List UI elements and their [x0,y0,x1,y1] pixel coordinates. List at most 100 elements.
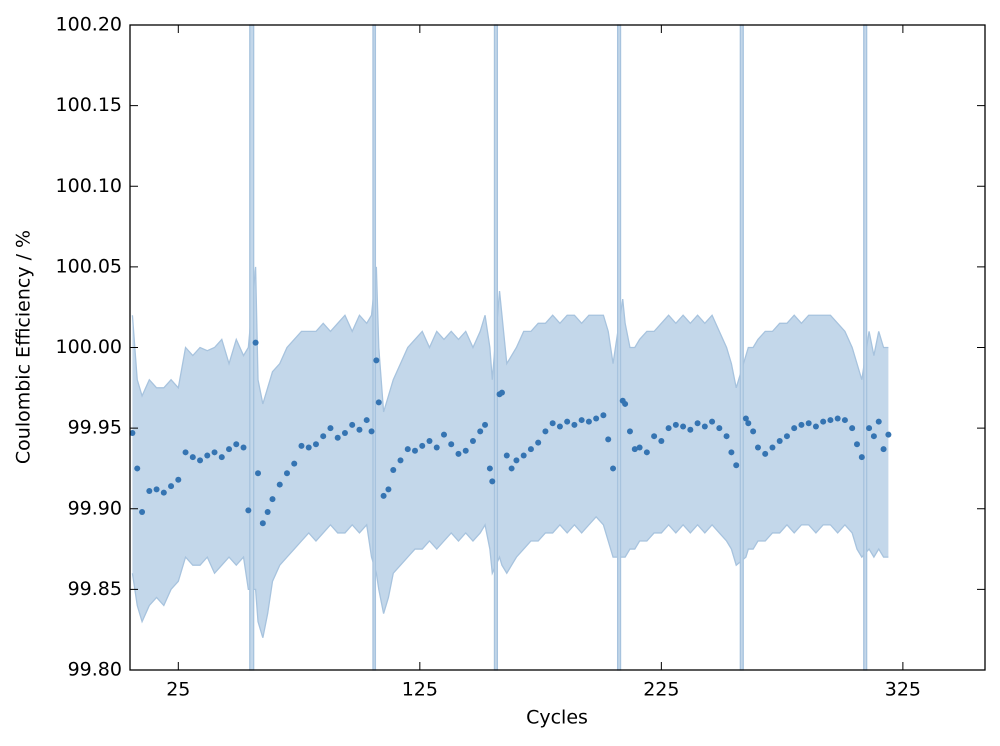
data-point [754,444,761,451]
band-spike [616,24,622,671]
data-point [486,465,493,472]
data-point [812,423,819,430]
data-point [834,415,841,422]
data-point [305,444,312,451]
data-point [885,431,892,438]
data-point [197,457,204,464]
data-point [146,488,153,495]
band-spike [372,24,377,671]
data-point [805,420,812,427]
data-point [283,470,290,477]
data-point [776,438,783,445]
data-point [542,428,549,435]
data-point [291,460,298,467]
data-point [455,450,462,457]
data-point [341,429,348,436]
data-point [252,339,259,346]
data-point [549,420,556,427]
data-point [240,444,247,451]
data-point [211,449,218,456]
data-point [134,465,141,472]
data-point [298,442,305,449]
y-tick-label: 100.15 [56,94,122,116]
data-point [750,428,757,435]
x-tick-label: 225 [643,679,679,701]
data-point [397,457,404,464]
data-point [426,438,433,445]
data-point [622,400,629,407]
data-point [385,486,392,493]
data-point [356,426,363,433]
data-point [375,399,382,406]
y-axis-label: Coulombic Efficiency / % [13,230,35,464]
data-point [404,446,411,453]
data-point [870,433,877,440]
data-point [320,433,327,440]
data-point [866,425,873,432]
band-edge [131,266,889,413]
data-point [233,441,240,448]
data-point [742,415,749,422]
data-point [520,452,527,459]
data-point [412,447,418,454]
data-point [189,454,196,461]
data-point [556,423,563,430]
y-tick-label: 100.20 [56,14,122,36]
error-band [132,266,889,638]
data-point [448,441,455,448]
data-point [783,433,790,440]
data-point [129,429,136,436]
data-point [626,428,633,435]
data-point [527,446,534,453]
data-point [769,444,776,451]
y-tick-label: 99.85 [68,578,122,600]
data-point [477,428,484,435]
data-point [636,444,643,451]
data-point [349,421,356,428]
data-point [255,470,262,477]
data-point [564,418,571,425]
x-tick-label: 325 [885,679,921,701]
data-point [204,452,211,459]
data-point [312,441,319,448]
data-point [762,450,769,457]
data-point [680,423,687,430]
data-point [259,520,266,527]
data-point [245,507,252,514]
data-point [723,433,730,440]
band-spike [249,24,255,671]
data-point [631,446,638,453]
data-point [269,496,276,503]
data-point [880,446,887,453]
data-point [334,434,341,441]
y-tick-label: 99.95 [68,417,122,439]
data-point [482,421,489,428]
data-point [168,483,175,490]
data-point [419,442,426,449]
data-point [716,425,723,432]
data-point [433,444,440,451]
data-point [709,418,716,425]
x-tick-label: 125 [402,679,438,701]
data-point [610,465,617,472]
data-point [535,439,542,446]
x-axis-label: Cycles [526,707,588,729]
data-point [462,447,469,454]
data-point [368,428,375,435]
data-point [276,481,283,488]
data-point [571,421,578,428]
data-point [687,426,694,433]
data-point [728,449,735,456]
data-point [745,420,752,427]
data-point [820,418,827,425]
y-tick-label: 100.10 [56,175,122,197]
data-point [218,454,225,461]
band-spike [863,24,868,671]
data-point [600,412,607,419]
data-point [593,415,600,422]
data-point [380,492,387,499]
data-point [175,476,182,483]
data-point [489,478,496,485]
